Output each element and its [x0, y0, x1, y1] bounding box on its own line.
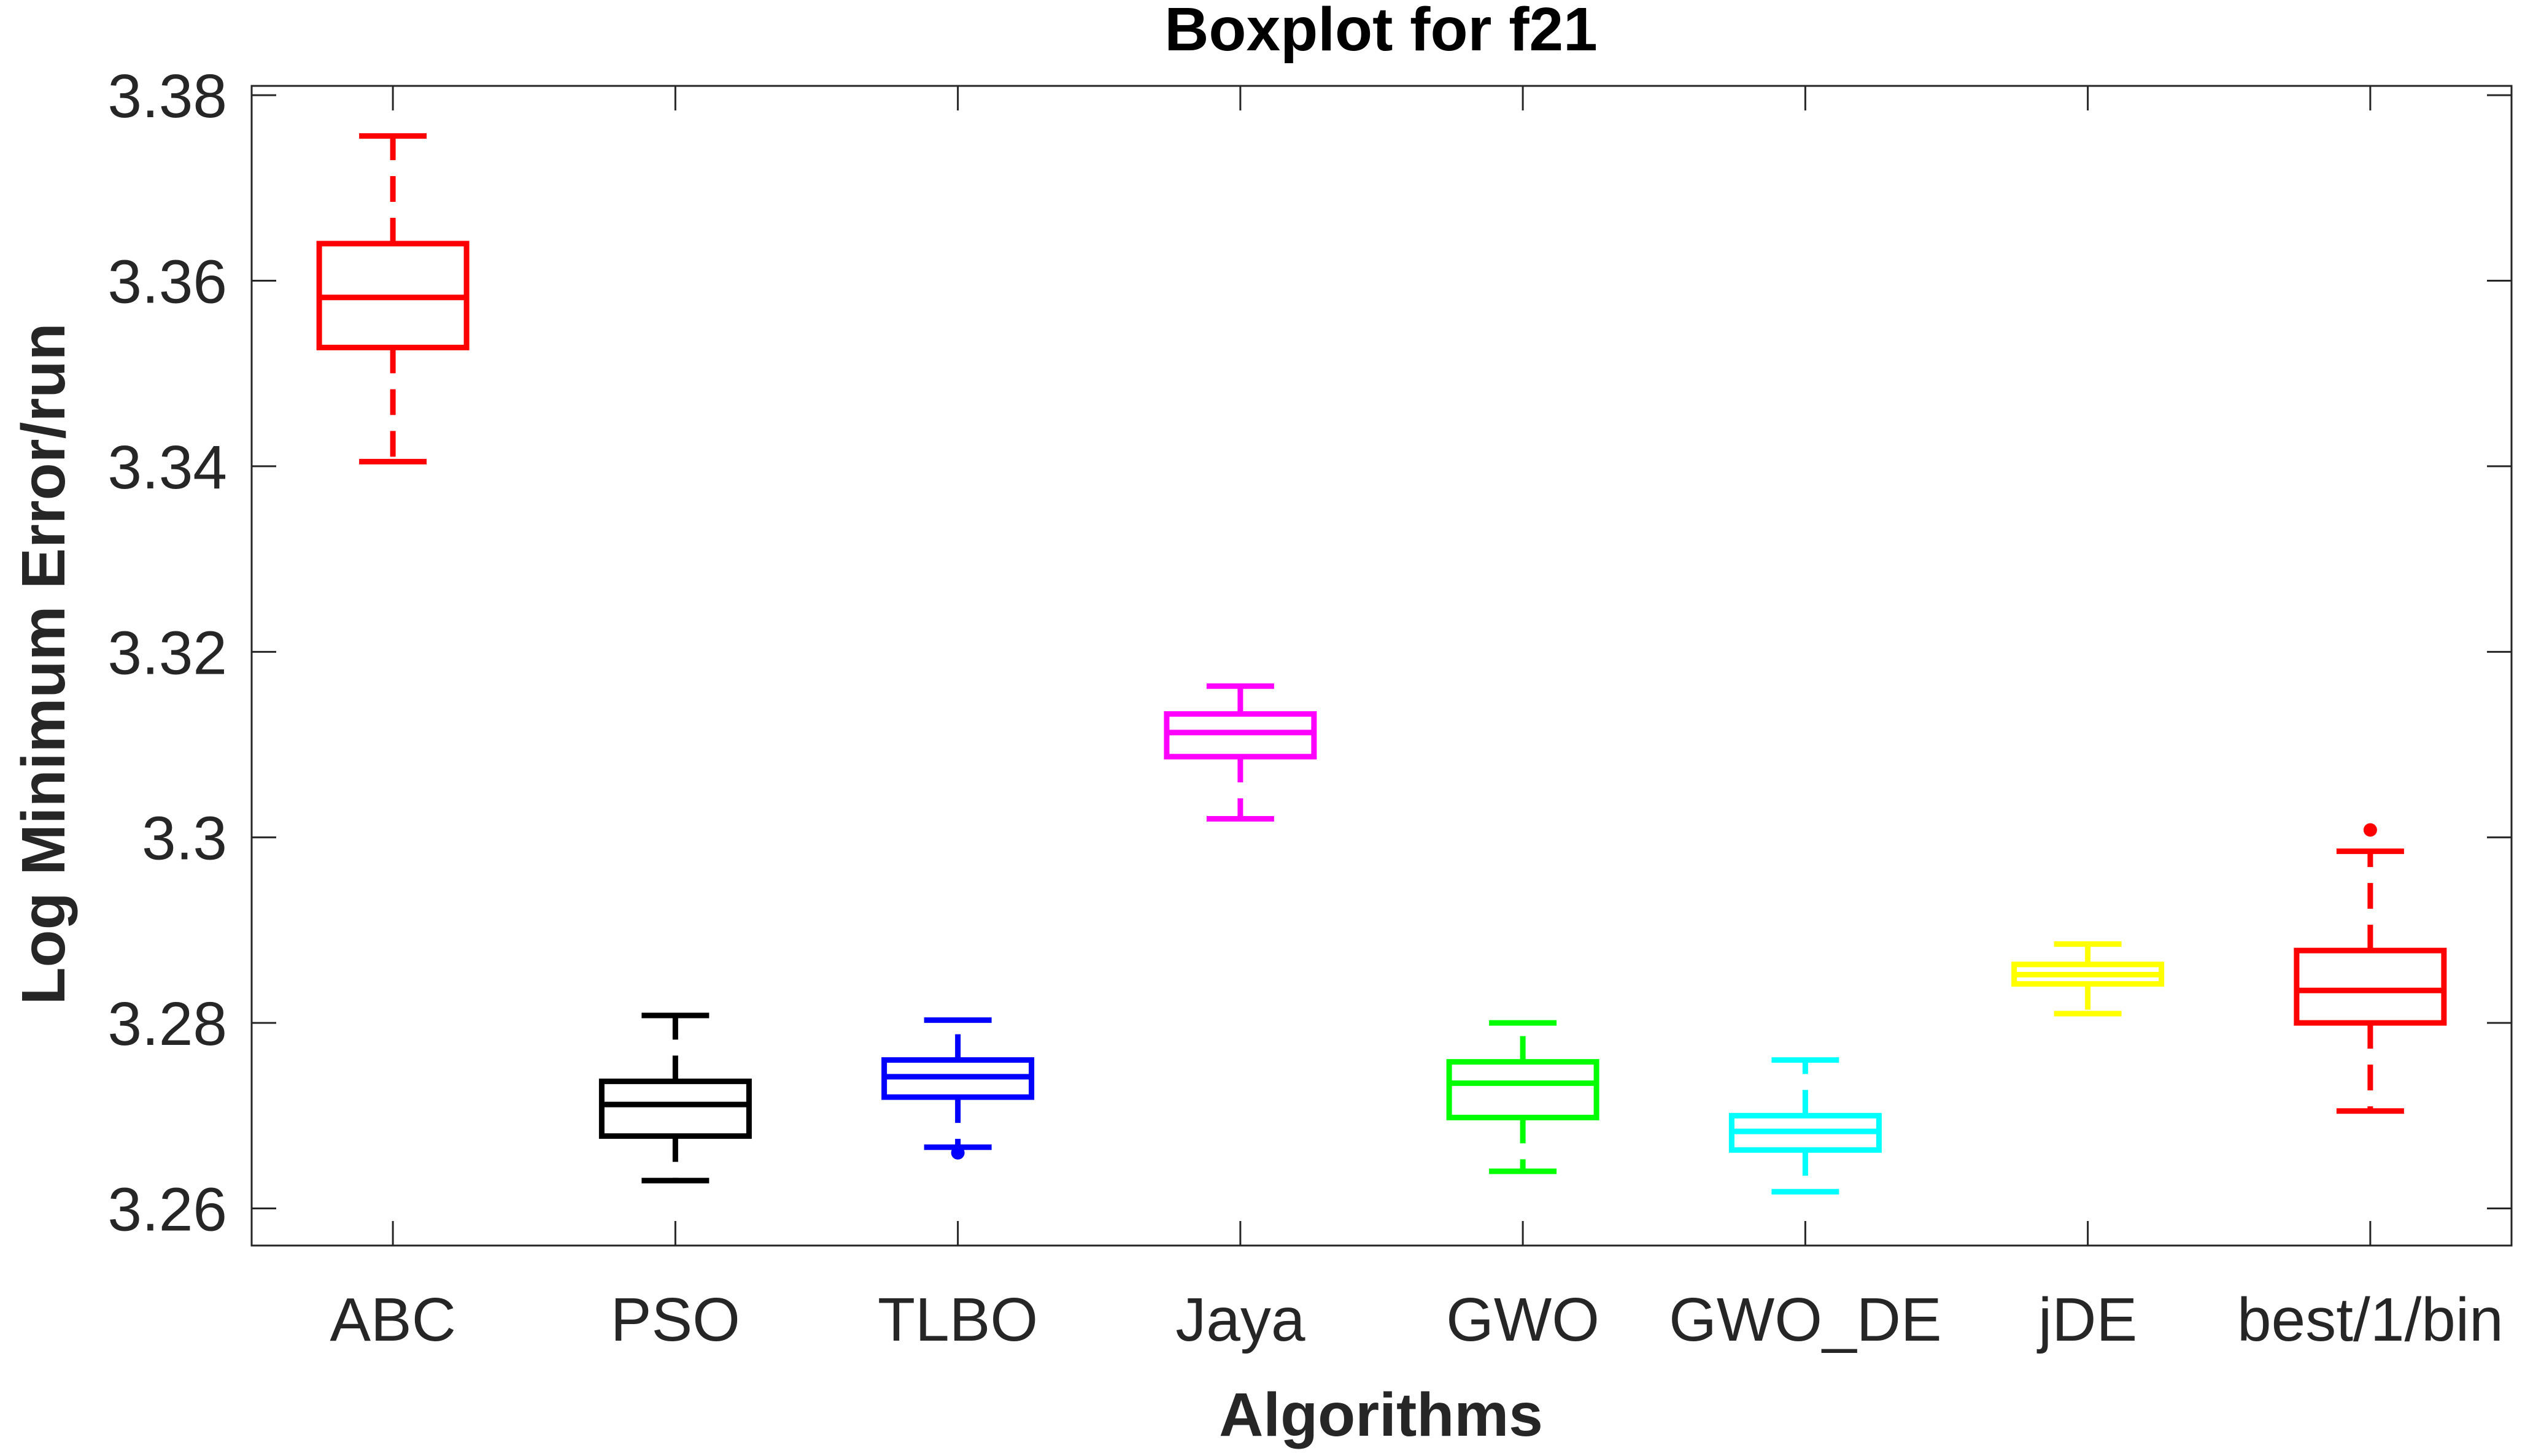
y-tick-label: 3.36	[107, 248, 227, 317]
x-axis-title: Algorithms	[1219, 1381, 1543, 1449]
y-tick-label: 3.28	[107, 990, 227, 1058]
outlier-point	[2363, 823, 2377, 837]
x-tick-label: TLBO	[878, 1285, 1038, 1354]
y-tick-label: 3.3	[142, 804, 227, 873]
plot-area: 3.26 3.28 3.3 3.32 3.34 3.36 3.38 ABC PSO TLBO Jay…	[107, 62, 2513, 1354]
y-tick-label: 3.38	[107, 62, 227, 131]
x-tick-label: GWO	[1446, 1285, 1599, 1354]
x-tick-label: PSO	[611, 1285, 740, 1354]
x-tick-label: ABC	[330, 1285, 456, 1354]
x-tick-label: best/1/bin	[2237, 1285, 2504, 1354]
x-tick-label: jDE	[2036, 1285, 2137, 1354]
y-axis-title: Log Minimum Error/run	[9, 323, 78, 1004]
box-iqr	[1446, 1059, 1599, 1120]
plot-frame	[250, 85, 2513, 1247]
outlier-point	[951, 1146, 965, 1160]
x-tick-label: GWO_DE	[1669, 1285, 1941, 1354]
box-iqr	[598, 1078, 752, 1139]
chart-title: Boxplot for f21	[1164, 0, 1598, 64]
x-tick-label: Jaya	[1175, 1285, 1305, 1354]
y-tick-label: 3.32	[107, 618, 227, 687]
y-tick-label: 3.26	[107, 1176, 227, 1244]
y-tick-label: 3.34	[107, 433, 227, 502]
box-iqr	[1164, 711, 1317, 760]
box-iqr	[2294, 947, 2447, 1026]
